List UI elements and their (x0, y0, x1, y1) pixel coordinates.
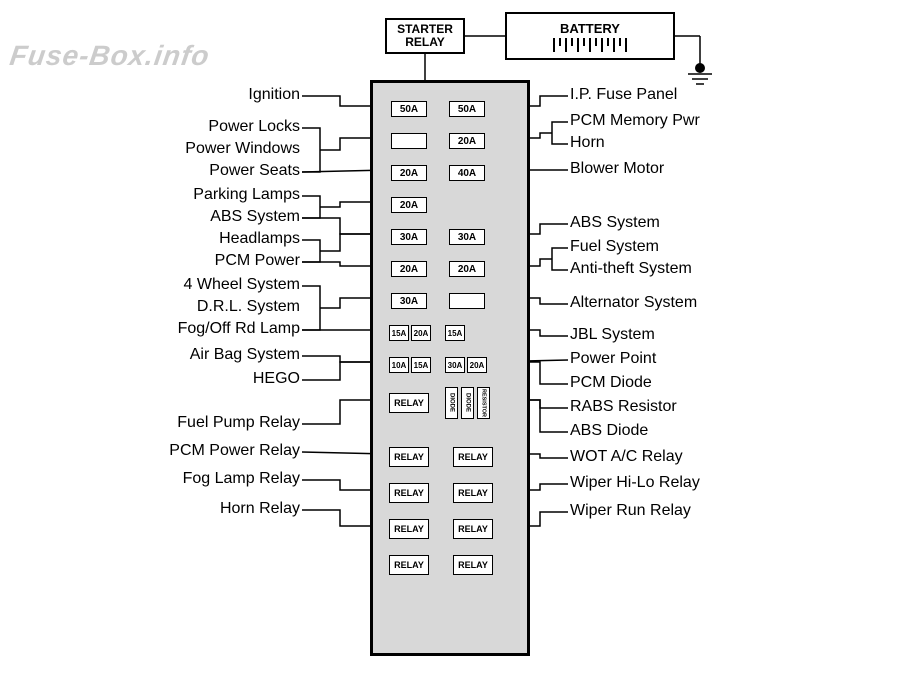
label-left-1: Power Locks (208, 118, 300, 136)
fuse-f5l: 30A (391, 229, 427, 245)
label-right-0: I.P. Fuse Panel (570, 86, 677, 104)
label-right-3: Blower Motor (570, 160, 664, 178)
relay-r3r: RELAY (453, 483, 493, 503)
fuse-f1r: 50A (449, 101, 485, 117)
label-left-16: Horn Relay (220, 500, 300, 518)
label-left-6: Headlamps (219, 230, 300, 248)
label-left-4: Parking Lamps (193, 186, 300, 204)
label-right-8: JBL System (570, 326, 655, 344)
label-right-5: Fuel System (570, 238, 659, 256)
fuse-f3l: 20A (391, 165, 427, 181)
relay-r2l: RELAY (389, 447, 429, 467)
battery-label: BATTERY (560, 21, 620, 36)
label-left-0: Ignition (248, 86, 300, 104)
fuse-f4l: 20A (391, 197, 427, 213)
relay-r1l: RELAY (389, 393, 429, 413)
label-left-12: HEGO (253, 370, 300, 388)
label-right-11: RABS Resistor (570, 398, 677, 416)
battery-box: BATTERY (505, 12, 675, 60)
label-right-9: Power Point (570, 350, 656, 368)
relay-r5r: RELAY (453, 555, 493, 575)
starter-label: STARTER RELAY (387, 23, 463, 49)
label-right-4: ABS System (570, 214, 660, 232)
relay-r2r: RELAY (453, 447, 493, 467)
fuse-f6l: 20A (391, 261, 427, 277)
battery-cells (553, 38, 627, 52)
starter-relay-box: STARTER RELAY (385, 18, 465, 54)
label-left-15: Fog Lamp Relay (183, 470, 300, 488)
relay-r4r: RELAY (453, 519, 493, 539)
fuse-f9d: 20A (467, 357, 487, 373)
relay-r5l: RELAY (389, 555, 429, 575)
label-right-6: Anti-theft System (570, 260, 692, 278)
relay-r4l: RELAY (389, 519, 429, 539)
fuse-f9a: 10A (389, 357, 409, 373)
label-left-8: 4 Wheel System (184, 276, 300, 294)
fuse-f7r (449, 293, 485, 309)
fuse-f1l: 50A (391, 101, 427, 117)
label-left-2: Power Windows (185, 140, 300, 158)
relay-r3l: RELAY (389, 483, 429, 503)
fuse-f3r: 40A (449, 165, 485, 181)
fuse-f9c: 30A (445, 357, 465, 373)
label-right-1: PCM Memory Pwr (570, 112, 700, 130)
resistor-rs: RESISTOR (477, 387, 490, 419)
label-right-7: Alternator System (570, 294, 697, 312)
fuse-f7l: 30A (391, 293, 427, 309)
label-left-11: Air Bag System (190, 346, 300, 364)
label-left-14: PCM Power Relay (169, 442, 300, 460)
fuse-f8b: 20A (411, 325, 431, 341)
label-left-9: D.R.L. System (197, 298, 300, 316)
label-right-10: PCM Diode (570, 374, 652, 392)
label-left-7: PCM Power (215, 252, 300, 270)
fuse-f9b: 15A (411, 357, 431, 373)
fuse-diagram: STARTER RELAY BATTERY 50A 50A 20A 20A 40A 20A… (0, 0, 900, 676)
label-right-13: WOT A/C Relay (570, 448, 683, 466)
fuse-f8c: 15A (445, 325, 465, 341)
label-left-3: Power Seats (209, 162, 300, 180)
fuse-panel: 50A50A20A20A40A20A30A30A20A20A30A15A20A1… (370, 80, 530, 656)
label-left-5: ABS System (210, 208, 300, 226)
label-right-2: Horn (570, 134, 605, 152)
label-left-10: Fog/Off Rd Lamp (178, 320, 300, 338)
fuse-f2r: 20A (449, 133, 485, 149)
label-right-12: ABS Diode (570, 422, 648, 440)
fuse-f2l (391, 133, 427, 149)
fuse-f5r: 30A (449, 229, 485, 245)
label-right-15: Wiper Run Relay (570, 502, 691, 520)
diode-d1: DIODE (445, 387, 458, 419)
label-left-13: Fuel Pump Relay (177, 414, 300, 432)
fuse-f8a: 15A (389, 325, 409, 341)
fuse-f6r: 20A (449, 261, 485, 277)
diode-d2: DIODE (461, 387, 474, 419)
label-right-14: Wiper Hi-Lo Relay (570, 474, 700, 492)
